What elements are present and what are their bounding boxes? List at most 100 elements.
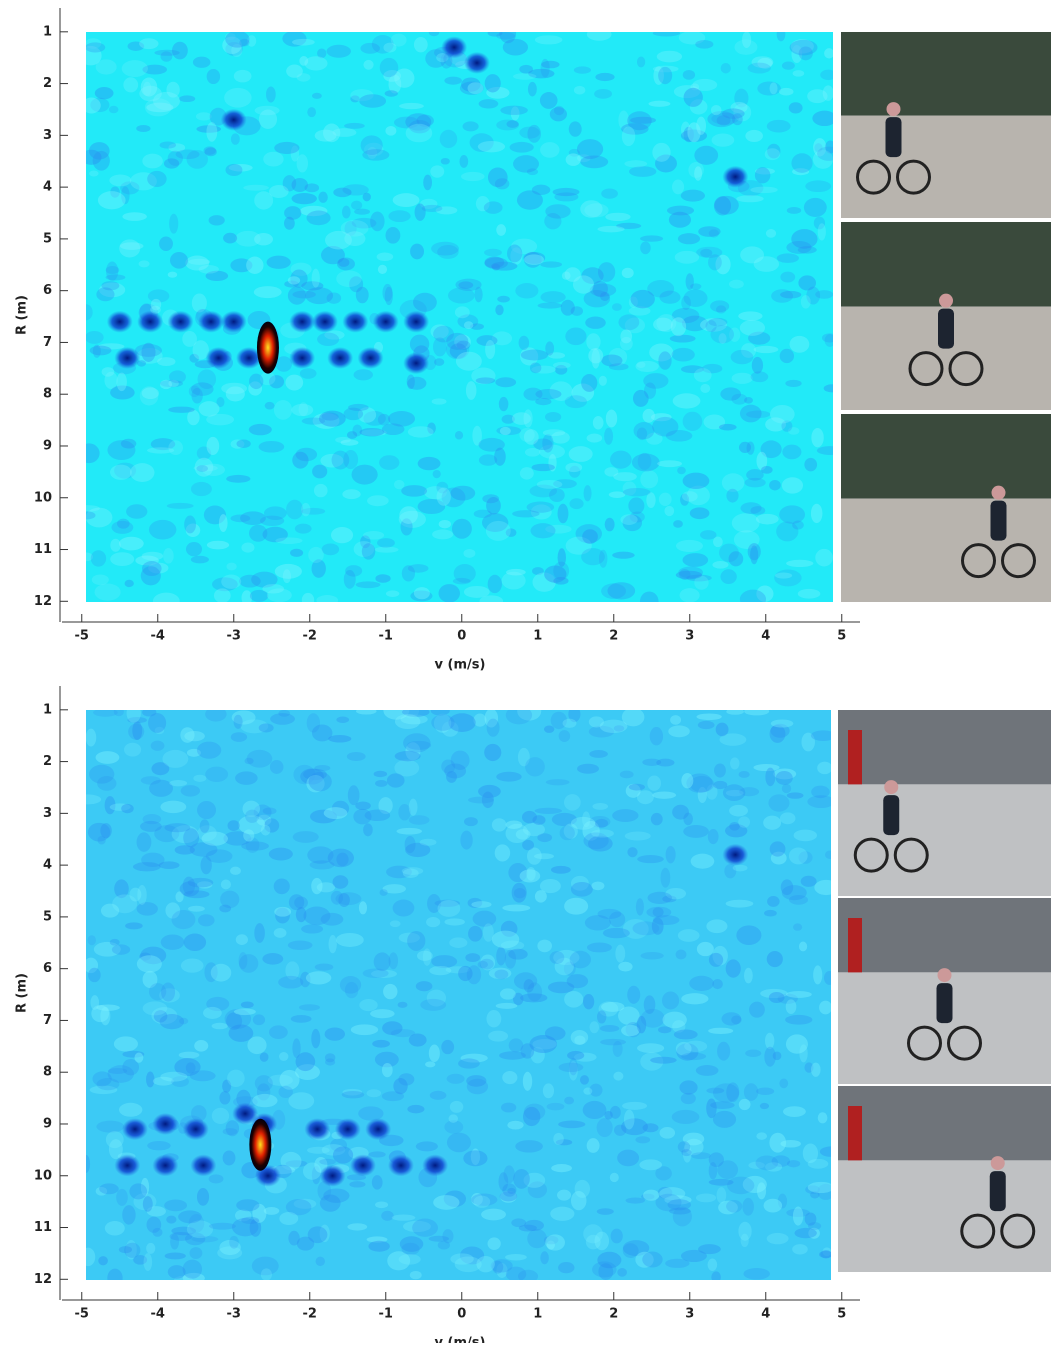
noise-blob	[681, 296, 691, 310]
noise-blob	[399, 1254, 421, 1265]
noise-blob	[749, 1002, 765, 1018]
noise-blob	[684, 88, 703, 107]
noise-blob	[85, 42, 105, 52]
noise-blob	[513, 73, 536, 80]
noise-blob	[181, 959, 204, 973]
noise-blob	[394, 480, 404, 489]
noise-blob	[662, 991, 679, 1009]
noise-blob	[209, 1223, 236, 1230]
noise-blob	[89, 171, 99, 177]
noise-blob	[587, 28, 612, 41]
noise-blob	[520, 993, 547, 1002]
noise-blob	[194, 1040, 208, 1052]
photo-rider	[991, 501, 1007, 541]
noise-blob	[464, 321, 473, 329]
noise-blob	[726, 489, 738, 503]
noise-blob	[292, 39, 315, 46]
noise-blob	[463, 121, 479, 131]
noise-blob	[522, 811, 537, 824]
y-tick-label: 6	[43, 961, 52, 976]
noise-blob	[805, 180, 831, 192]
noise-blob	[316, 595, 338, 606]
noise-blob	[501, 1103, 516, 1113]
noise-blob	[760, 1103, 769, 1109]
noise-blob	[607, 582, 635, 599]
noise-blob	[751, 371, 769, 382]
noise-blob	[787, 207, 801, 214]
noise-blob	[418, 457, 441, 470]
noise-blob	[683, 412, 703, 431]
noise-blob	[356, 708, 377, 714]
noise-blob	[497, 296, 510, 303]
noise-blob	[245, 758, 254, 764]
noise-blob	[161, 51, 173, 61]
noise-blob	[303, 907, 330, 926]
noise-blob	[110, 552, 134, 566]
noise-blob	[736, 195, 763, 202]
noise-blob	[771, 720, 794, 728]
photo-rider	[883, 795, 899, 835]
noise-blob	[544, 213, 561, 229]
noise-blob	[695, 40, 713, 49]
noise-blob	[765, 148, 780, 160]
noise-blob	[580, 155, 608, 168]
noise-blob	[473, 714, 486, 727]
noise-blob	[573, 275, 594, 293]
noise-blob	[561, 300, 575, 316]
noise-blob	[341, 220, 369, 237]
noise-blob	[438, 1241, 450, 1250]
noise-blob	[550, 951, 565, 964]
noise-blob	[163, 548, 174, 564]
noise-blob	[79, 443, 100, 463]
noise-blob	[168, 407, 194, 413]
noise-blob	[221, 575, 241, 589]
noise-blob	[160, 801, 186, 814]
y-tick-label: 5	[43, 231, 52, 246]
x-tick-label: -4	[151, 1307, 165, 1322]
noise-blob	[779, 1079, 788, 1089]
noise-blob	[551, 1164, 572, 1172]
noise-blob	[284, 217, 295, 230]
noise-blob	[524, 429, 539, 444]
noise-blob	[650, 1057, 677, 1064]
noise-blob	[451, 751, 470, 770]
noise-blob	[306, 971, 331, 984]
target-blob	[441, 36, 467, 58]
noise-blob	[148, 713, 166, 733]
noise-blob	[629, 166, 656, 177]
noise-blob	[764, 910, 777, 917]
noise-blob	[288, 276, 300, 284]
noise-blob	[583, 1088, 592, 1095]
noise-blob	[160, 380, 172, 389]
noise-blob	[520, 467, 534, 479]
noise-blob	[591, 881, 604, 890]
noise-blob	[321, 413, 338, 421]
noise-blob	[790, 336, 810, 353]
noise-blob	[363, 823, 373, 836]
noise-blob	[422, 205, 443, 212]
noise-blob	[433, 1195, 459, 1210]
noise-blob	[312, 465, 327, 479]
noise-blob	[658, 67, 672, 84]
noise-blob	[274, 878, 290, 894]
noise-blob	[141, 78, 158, 97]
noise-blob	[160, 1072, 187, 1082]
noise-blob	[679, 1080, 697, 1094]
noise-blob	[712, 561, 728, 569]
target-blob	[198, 311, 224, 333]
noise-blob	[292, 178, 308, 192]
noise-blob	[125, 580, 134, 587]
noise-blob	[744, 968, 753, 984]
x-tick-label: -5	[75, 1307, 89, 1322]
noise-blob	[610, 1173, 619, 1182]
noise-blob	[637, 855, 664, 863]
noise-blob	[527, 502, 555, 513]
noise-blob	[532, 185, 550, 195]
target-blob	[722, 166, 748, 188]
noise-blob	[202, 832, 228, 846]
noise-blob	[179, 1018, 188, 1025]
noise-blob	[717, 1187, 727, 1203]
photo-rider	[886, 117, 902, 157]
noise-blob	[567, 974, 588, 988]
noise-blob	[413, 293, 437, 312]
